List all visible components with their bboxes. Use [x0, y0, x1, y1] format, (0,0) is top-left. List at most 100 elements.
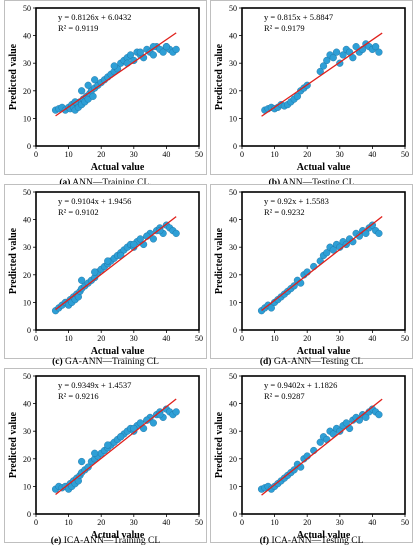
x-axis-label: Actual value — [91, 346, 145, 357]
data-points — [51, 221, 180, 315]
y-tick-label: 40 — [229, 32, 237, 41]
plot-area — [35, 375, 200, 515]
y-tick-label: 20 — [23, 87, 31, 96]
x-tick-label: 30 — [336, 518, 344, 527]
x-axis-label: Actual value — [297, 162, 351, 173]
x-tick-label: 50 — [195, 150, 203, 159]
x-axis-label: Actual value — [91, 162, 145, 173]
y-tick-label: 20 — [23, 271, 31, 280]
data-point — [91, 268, 99, 276]
chart-panel-c: 0 10 20 30 40 50 0 10 20 30 40 50 Actual value Predic… — [4, 184, 207, 359]
y-tick-label: 50 — [23, 188, 31, 197]
chart-frame — [4, 0, 207, 175]
x-tick-label: 20 — [97, 518, 105, 527]
data-point — [375, 411, 383, 419]
scatter-chart-d: 0 10 20 30 40 50 0 10 20 30 40 50 Actual value Predic… — [210, 184, 413, 359]
y-axis-label: Predicted value — [8, 227, 19, 294]
x-tick-label: 50 — [401, 518, 409, 527]
chart-panel-a: 0 10 20 30 40 50 0 10 20 30 40 50 Actual value Predic… — [4, 0, 207, 175]
trendline-equation: y = 0.92x + 1.5583 — [264, 196, 329, 206]
x-tick-label: 20 — [303, 150, 311, 159]
y-tick-label: 0 — [233, 326, 237, 335]
plot-area — [35, 7, 200, 147]
x-tick-label: 30 — [130, 150, 138, 159]
data-point — [78, 276, 86, 284]
data-point — [156, 227, 164, 235]
data-point — [349, 54, 357, 62]
data-point — [332, 48, 341, 56]
caption-a: (a) ANN—Training CL. — [4, 178, 207, 188]
x-tick-label: 30 — [130, 334, 138, 343]
caption-label-c: (c) — [52, 357, 63, 367]
y-tick-label: 50 — [229, 4, 237, 13]
y-tick-label: 20 — [229, 87, 237, 96]
chart-panel-e: 0 10 20 30 40 50 0 10 20 30 40 50 Actual value Predic… — [4, 368, 207, 543]
y-tick-label: 30 — [23, 427, 31, 436]
scatter-chart-f: 0 10 20 30 40 50 0 10 20 30 40 50 Actual value Predic… — [210, 368, 413, 543]
x-axis-label: Actual value — [297, 346, 351, 357]
data-point — [78, 457, 86, 466]
data-point — [316, 67, 324, 76]
y-tick-label: 40 — [23, 32, 31, 41]
data-point — [375, 48, 383, 56]
data-point — [352, 43, 360, 51]
y-tick-label: 0 — [233, 142, 237, 151]
data-point — [126, 51, 135, 59]
y-tick-label: 30 — [229, 243, 237, 252]
y-tick-label: 0 — [27, 142, 31, 151]
x-tick-label: 50 — [195, 518, 203, 527]
r-squared-label: R² = 0.9287 — [264, 391, 305, 401]
y-axis-label: Predicted value — [214, 227, 225, 294]
data-point — [310, 262, 318, 271]
y-tick-label: 0 — [27, 510, 31, 519]
x-tick-label: 0 — [240, 518, 244, 527]
data-point — [104, 257, 112, 265]
data-point — [336, 427, 344, 435]
y-tick-label: 50 — [23, 4, 31, 13]
x-tick-label: 0 — [34, 334, 38, 343]
caption-text-e: ICA-ANN—Training CL — [63, 536, 161, 546]
data-point — [149, 51, 157, 59]
data-point — [293, 92, 302, 100]
trendline — [55, 216, 177, 311]
y-tick-label: 50 — [229, 188, 237, 197]
data-point — [316, 438, 324, 446]
trendline-equation: y = 0.8126x + 6.0432 — [58, 12, 131, 22]
data-point — [329, 246, 337, 254]
data-point — [91, 449, 99, 457]
chart-frame — [210, 0, 413, 175]
caption-d: (d) GA-ANN—Testing CL — [210, 357, 413, 367]
x-tick-label: 40 — [368, 150, 376, 159]
caption-text-c: GA-ANN—Training CL — [65, 357, 159, 367]
data-point — [372, 43, 380, 51]
y-tick-label: 50 — [229, 372, 237, 381]
data-point — [130, 240, 138, 249]
y-tick-label: 10 — [23, 298, 31, 307]
x-tick-label: 40 — [162, 518, 170, 527]
y-axis-label: Predicted value — [214, 411, 225, 478]
data-point — [136, 48, 144, 56]
x-tick-label: 20 — [303, 518, 311, 527]
caption-e: (e) ICA-ANN—Training CL — [4, 536, 207, 546]
data-point — [149, 419, 157, 427]
x-tick-label: 50 — [401, 150, 409, 159]
y-tick-label: 10 — [23, 482, 31, 491]
y-tick-label: 40 — [229, 400, 237, 409]
caption-label-a: (a) — [59, 178, 71, 188]
y-tick-label: 10 — [23, 114, 31, 123]
x-tick-label: 20 — [303, 334, 311, 343]
trendline — [261, 32, 383, 117]
data-point — [84, 463, 92, 471]
x-axis-label: Actual value — [297, 530, 351, 541]
y-tick-label: 50 — [23, 372, 31, 381]
caption-text-f: ICA-ANN—Testing CL — [271, 536, 364, 546]
trendline — [261, 398, 383, 496]
plot-area — [241, 191, 406, 331]
chart-panel-d: 0 10 20 30 40 50 0 10 20 30 40 50 Actual value Predic… — [210, 184, 413, 359]
trendline-equation: y = 0.9349x + 1.4537 — [58, 380, 131, 390]
data-point — [149, 235, 157, 243]
y-tick-label: 30 — [229, 59, 237, 68]
data-point — [84, 81, 92, 89]
data-point — [172, 229, 180, 238]
data-point — [162, 43, 171, 51]
